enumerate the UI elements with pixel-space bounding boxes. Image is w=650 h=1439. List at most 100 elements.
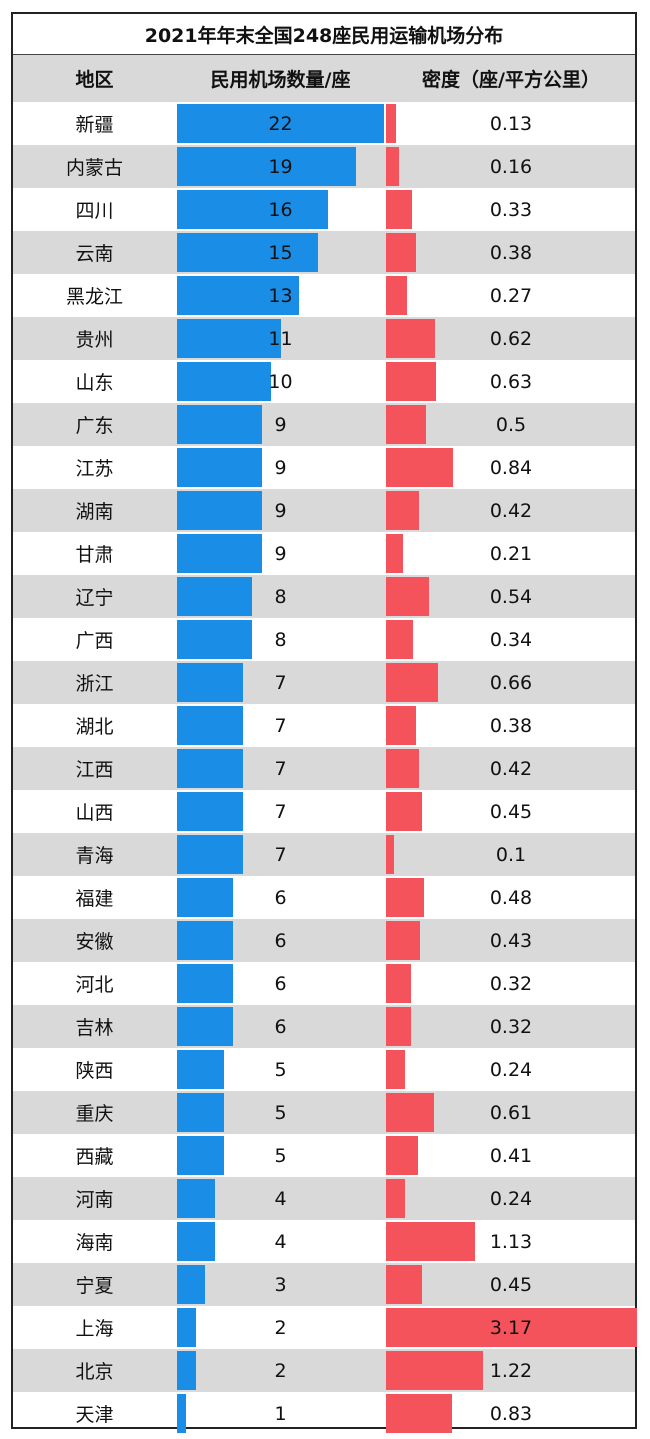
density-label: 0.1	[495, 843, 527, 866]
count-bar	[177, 1265, 205, 1304]
density-label: 0.21	[489, 542, 533, 565]
table-row: 内蒙古 19 0.16	[13, 145, 635, 188]
density-label: 0.54	[489, 585, 533, 608]
density-bar	[386, 577, 429, 616]
count-label: 8	[274, 585, 287, 608]
density-label: 1.22	[489, 1359, 533, 1382]
density-bar	[386, 147, 399, 186]
density-bar	[386, 491, 419, 530]
region-label: 重庆	[75, 1103, 114, 1125]
count-bar	[177, 706, 243, 745]
count-label: 3	[274, 1273, 287, 1296]
table-row: 上海 2 3.17	[13, 1306, 637, 1349]
table-row: 广东 9 0.5	[13, 403, 635, 446]
density-bar	[386, 1007, 411, 1046]
density-bar	[386, 749, 419, 788]
density-bar	[386, 448, 453, 487]
count-bar	[177, 147, 356, 186]
table-row: 安徽 6 0.43	[13, 919, 635, 962]
density-bar	[386, 1265, 422, 1304]
density-bar	[386, 1308, 637, 1347]
count-label: 19	[268, 155, 293, 178]
density-label: 0.24	[489, 1058, 533, 1081]
count-bar	[177, 577, 252, 616]
table-row: 河南 4 0.24	[13, 1177, 635, 1220]
count-label: 9	[274, 413, 287, 436]
count-bar	[177, 276, 299, 315]
table-row: 陕西 5 0.24	[13, 1048, 635, 1091]
header-density: 密度（座/平方公里）	[422, 69, 600, 91]
region-label: 天津	[75, 1404, 114, 1426]
count-bar	[177, 663, 243, 702]
density-label: 0.84	[489, 456, 533, 479]
count-bar	[177, 1351, 196, 1390]
region-label: 吉林	[75, 1017, 114, 1039]
count-bar	[177, 190, 328, 229]
count-bar	[177, 534, 262, 573]
density-bar	[386, 620, 413, 659]
density-label: 0.34	[489, 628, 533, 651]
count-label: 1	[274, 1402, 287, 1425]
density-bar	[386, 104, 396, 143]
table-row: 重庆 5 0.61	[13, 1091, 635, 1134]
density-label: 0.83	[489, 1402, 533, 1425]
density-bar	[386, 534, 403, 573]
count-label: 9	[274, 542, 287, 565]
density-label: 0.41	[489, 1144, 533, 1167]
table-row: 河北 6 0.32	[13, 962, 635, 1005]
table-row: 青海 7 0.1	[13, 833, 635, 876]
table-row: 江西 7 0.42	[13, 747, 635, 790]
region-label: 福建	[75, 888, 114, 910]
count-label: 7	[274, 800, 287, 823]
count-label: 4	[274, 1230, 287, 1253]
count-label: 11	[268, 327, 293, 350]
region-label: 甘肃	[75, 544, 114, 566]
header-region: 地区	[75, 69, 114, 91]
table-row: 云南 15 0.38	[13, 231, 635, 274]
count-label: 2	[274, 1316, 287, 1339]
count-label: 6	[274, 886, 287, 909]
count-label: 2	[274, 1359, 287, 1382]
table-row: 海南 4 1.13	[13, 1220, 635, 1263]
density-bar	[386, 1050, 405, 1089]
density-bar	[386, 233, 416, 272]
count-label: 5	[274, 1144, 287, 1167]
density-bar	[386, 190, 412, 229]
count-bar	[177, 1308, 196, 1347]
density-label: 0.33	[489, 198, 533, 221]
table-title: 2021年年末全国248座民用运输机场分布	[13, 14, 635, 55]
count-bar	[177, 878, 233, 917]
density-bar	[386, 276, 407, 315]
density-bar	[386, 921, 420, 960]
region-label: 河南	[75, 1189, 114, 1211]
density-label: 0.32	[489, 1015, 533, 1038]
count-label: 6	[274, 1015, 287, 1038]
count-label: 9	[274, 499, 287, 522]
table-row: 新疆 22 0.13	[13, 102, 635, 145]
count-bar	[177, 1050, 224, 1089]
density-label: 0.42	[489, 499, 533, 522]
region-label: 湖南	[75, 501, 114, 523]
table-row: 西藏 5 0.41	[13, 1134, 635, 1177]
count-bar	[177, 104, 384, 143]
density-bar	[386, 1179, 405, 1218]
count-label: 7	[274, 714, 287, 737]
density-label: 0.43	[489, 929, 533, 952]
table-row: 北京 2 1.22	[13, 1349, 635, 1392]
count-label: 22	[268, 112, 293, 135]
region-label: 内蒙古	[65, 157, 123, 179]
density-label: 0.24	[489, 1187, 533, 1210]
count-label: 13	[268, 284, 293, 307]
table-row: 广西 8 0.34	[13, 618, 635, 661]
density-label: 0.16	[489, 155, 533, 178]
table-row: 辽宁 8 0.54	[13, 575, 635, 618]
density-bar	[386, 706, 416, 745]
density-label: 0.42	[489, 757, 533, 780]
region-label: 江西	[75, 759, 114, 781]
region-label: 江苏	[75, 458, 114, 480]
density-label: 0.5	[495, 413, 527, 436]
header-count: 民用机场数量/座	[210, 69, 351, 91]
region-label: 安徽	[75, 931, 114, 953]
density-label: 0.61	[489, 1101, 533, 1124]
count-label: 10	[268, 370, 293, 393]
